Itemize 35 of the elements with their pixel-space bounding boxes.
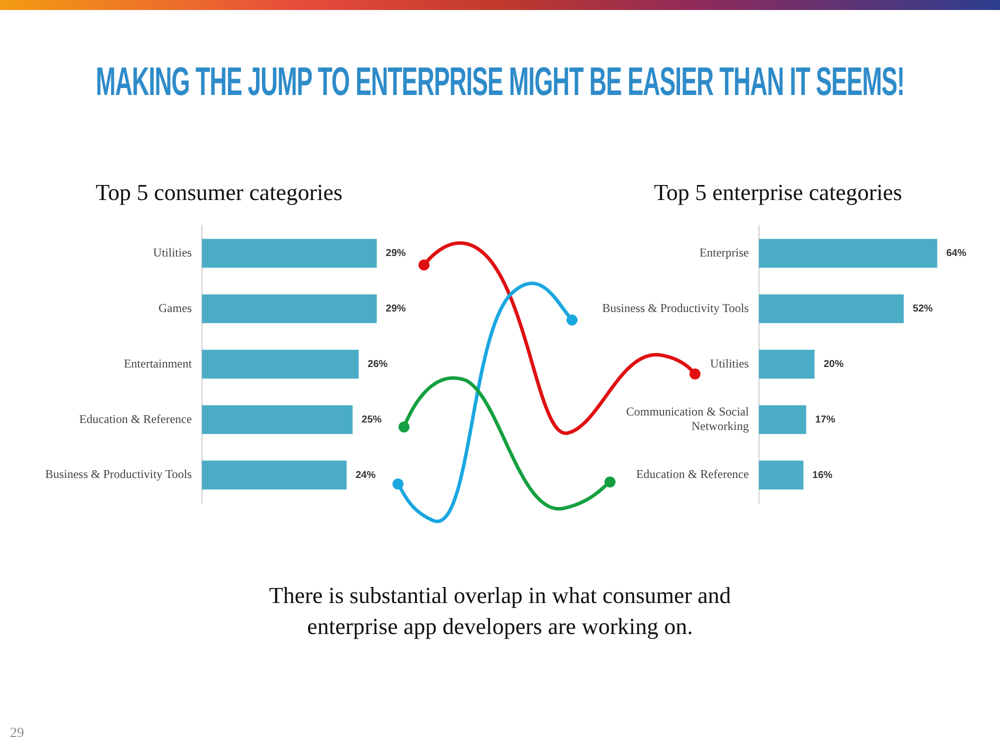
bar <box>758 350 815 379</box>
text: 29 <box>10 726 24 742</box>
bar <box>202 294 377 324</box>
y-tick-label: Education & Reference <box>79 412 192 426</box>
y-tick-label: Entertainment <box>124 356 192 370</box>
y-tick-label: Utilities <box>153 245 192 260</box>
y-tick-label: Business & Productivity Tools <box>45 467 192 482</box>
data-label: 29% <box>386 248 406 260</box>
y-tick-label: Games <box>158 300 192 315</box>
data-label: 17% <box>815 414 836 426</box>
bar <box>202 238 377 268</box>
bar <box>202 350 359 379</box>
bar <box>202 460 347 490</box>
text: MAKING THE JUMP TO ENTERPRISE MIGHT BE EASIER THAN IT SEEMS! <box>96 60 904 105</box>
bar <box>758 460 804 490</box>
bar <box>202 405 353 434</box>
data-label: 26% <box>368 358 388 370</box>
data-label: 25% <box>362 414 382 426</box>
y-tick-label: Utilities <box>710 356 750 370</box>
bar <box>758 405 806 434</box>
text: There is substantial overlap in what consumer and enterprise app developers are working on. <box>268 582 732 642</box>
data-label: 52% <box>912 304 933 315</box>
data-label: 29% <box>386 304 406 315</box>
y-tick-label: Business & Productivity Tools <box>602 300 750 315</box>
data-label: 64% <box>946 248 966 260</box>
data-label: 24% <box>356 470 376 481</box>
y-tick-label: Education & Reference <box>636 467 749 482</box>
chart-title: Top 5 consumer categories <box>96 180 342 205</box>
data-label: 20% <box>824 358 844 370</box>
y-tick-label: Enterprise <box>700 245 749 260</box>
y-tick-label: Communication & Social Networking <box>626 404 750 433</box>
data-label: 16% <box>812 470 833 481</box>
bar <box>758 238 938 268</box>
bar <box>758 294 904 324</box>
chart-title: Top 5 enterprise categories <box>654 180 902 205</box>
